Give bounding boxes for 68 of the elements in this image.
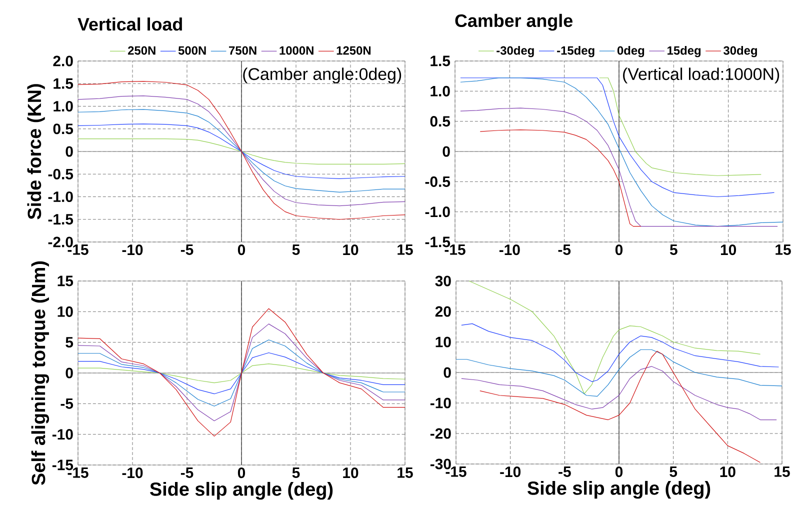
- y-tick-label: 0: [444, 367, 451, 378]
- y-tick-label: -1.5: [48, 214, 74, 225]
- x-tick-label: 15: [398, 468, 413, 478]
- y-tick-label: -1.0: [425, 206, 450, 218]
- y-axis-title: Side force (KN): [27, 84, 45, 220]
- y-tick-label: -10: [52, 429, 73, 440]
- legend-label: -15deg: [557, 46, 594, 58]
- x-tick-label: 0: [615, 466, 623, 478]
- chart-title: Vertical load: [78, 18, 182, 31]
- y-tick-label: 1.0: [430, 86, 450, 96]
- x-tick-label: 0: [238, 244, 246, 256]
- y-tick-label: 1.5: [54, 78, 74, 89]
- legend-label: 0deg: [617, 46, 644, 58]
- legend-label: 250N: [128, 46, 156, 55]
- x-tick-label: 10: [343, 244, 358, 256]
- x-tick-label: -5: [558, 244, 571, 255]
- x-tick-label: 5: [670, 466, 678, 477]
- x-tick-label: 15: [776, 244, 791, 255]
- annotation: (Camber angle:0deg): [243, 68, 402, 84]
- x-tick-label: 5: [670, 244, 678, 255]
- x-axis-title: Side slip angle (deg): [528, 480, 710, 499]
- y-tick-label: -1.0: [48, 191, 73, 202]
- y-tick-label: -10: [430, 398, 451, 408]
- y-tick-label: 5: [66, 337, 74, 348]
- y-tick-label: 0.5: [430, 116, 450, 127]
- x-tick-label: 5: [292, 468, 300, 478]
- legend-label: 30deg: [724, 46, 757, 58]
- x-tick-label: 0: [615, 244, 623, 256]
- y-tick-label: -5: [60, 398, 74, 409]
- legend-label: 1250N: [336, 46, 371, 55]
- x-tick-label: -10: [500, 466, 521, 478]
- x-tick-label: -10: [122, 244, 143, 256]
- legend-label: 500N: [178, 46, 206, 55]
- y-tick-label: 10: [436, 336, 451, 348]
- y-tick-label: 10: [58, 306, 73, 317]
- y-tick-label: -0.5: [48, 168, 74, 180]
- x-tick-label: 15: [398, 244, 413, 255]
- y-tick-label: 15: [58, 276, 74, 286]
- y-tick-label: 30: [435, 276, 451, 286]
- x-tick-label: 10: [343, 468, 358, 478]
- y-tick-label: 0: [442, 146, 450, 157]
- x-tick-label: -10: [499, 244, 520, 256]
- y-tick-label: -0.5: [425, 176, 450, 187]
- annotation: (Vertical load:1000N): [623, 68, 780, 84]
- x-tick-label: 10: [720, 466, 736, 478]
- y-tick-label: 2.0: [53, 56, 73, 66]
- chart-title: Camber angle: [455, 14, 572, 31]
- y-tick-label: 1.0: [54, 100, 73, 112]
- y-tick-label: 20: [435, 306, 451, 317]
- legend-label: 15deg: [668, 46, 701, 58]
- y-tick-label: 0.5: [53, 124, 74, 134]
- y-tick-label: 1.5: [430, 56, 450, 66]
- x-tick-label: 5: [292, 244, 300, 255]
- y-tick-label: 0: [66, 368, 73, 378]
- x-tick-label: 0: [238, 468, 246, 478]
- legend-label: -30deg: [496, 46, 534, 58]
- y-axis-title: Self aligning torque (Nm): [31, 261, 50, 485]
- x-tick-label: 10: [720, 244, 736, 256]
- x-tick-label: -10: [122, 468, 143, 478]
- y-tick-label: -20: [430, 428, 451, 439]
- legend-label: 750N: [229, 46, 256, 55]
- legend-label: 1000N: [280, 46, 314, 55]
- x-tick-label: -5: [558, 466, 571, 477]
- x-tick-label: -5: [180, 468, 194, 478]
- x-tick-label: 15: [774, 466, 790, 477]
- x-tick-label: -5: [180, 244, 194, 255]
- y-tick-label: 0: [66, 146, 73, 157]
- x-axis-title: Side slip angle (deg): [150, 482, 333, 500]
